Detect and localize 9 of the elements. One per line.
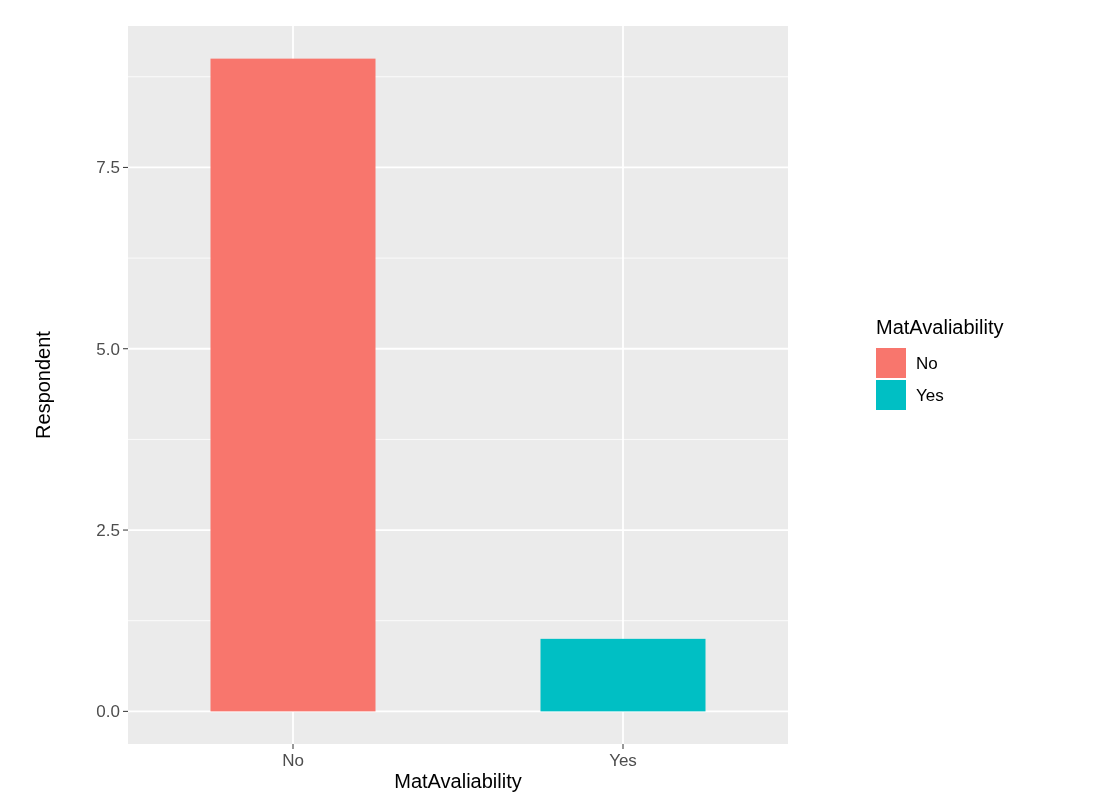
y-tick-label: 0.0 bbox=[96, 702, 120, 722]
y-axis-title: Respondent bbox=[32, 330, 54, 439]
x-axis-title: MatAvaliability bbox=[394, 770, 522, 792]
legend-title: MatAvaliability bbox=[876, 316, 1004, 338]
legend-label: Yes bbox=[916, 385, 944, 405]
y-tick-label: 5.0 bbox=[96, 339, 120, 359]
y-tick-label: 2.5 bbox=[96, 521, 120, 540]
legend-label: No bbox=[916, 353, 938, 373]
y-tick-label: 7.5 bbox=[96, 158, 120, 178]
